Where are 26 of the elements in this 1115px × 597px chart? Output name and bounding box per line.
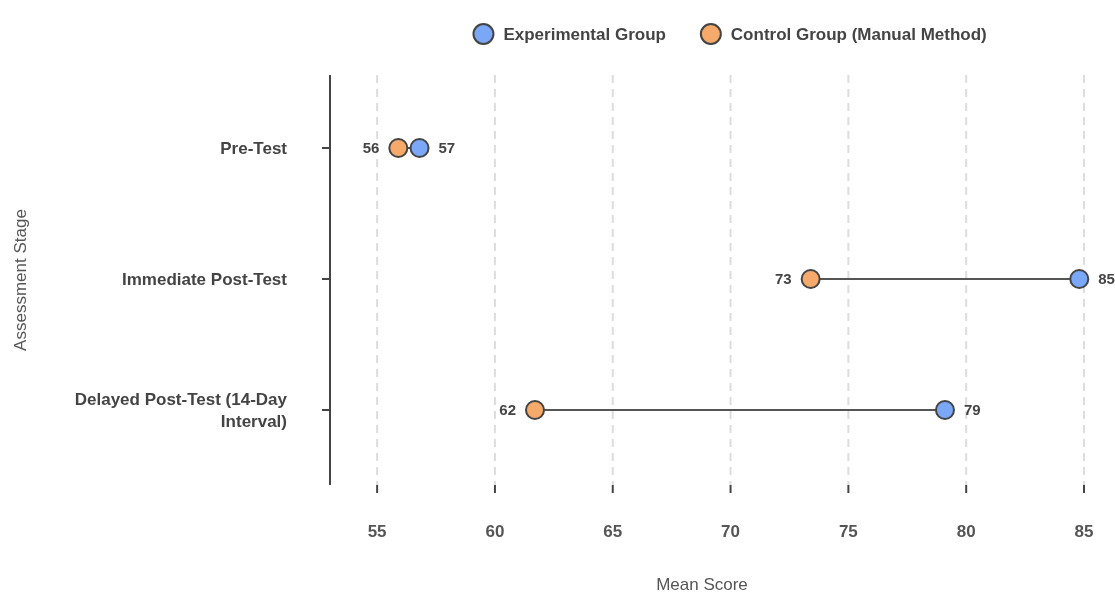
point	[1069, 269, 1090, 289]
point	[934, 400, 955, 420]
y-tick-label: Immediate Post-Test	[121, 269, 288, 289]
data-label: 79	[963, 401, 981, 419]
data-label: 57	[438, 139, 456, 157]
x-tick-label: 80	[956, 522, 976, 541]
x-tick-label: 60	[485, 522, 505, 541]
point	[800, 269, 821, 289]
point	[524, 400, 545, 420]
point	[409, 138, 430, 158]
x-tick-label: 70	[721, 522, 741, 541]
y-axis-title: Assessment Stage	[11, 209, 30, 351]
data-label: 73	[774, 270, 792, 288]
legend-label: Control Group (Manual Method)	[730, 24, 987, 44]
x-axis-title: Mean Score	[656, 575, 748, 594]
y-tick-label: Delayed Post-Test (14-Day Interval)	[74, 389, 288, 431]
x-tick-label: 65	[603, 522, 623, 541]
x-tick-label: 55	[367, 522, 387, 541]
data-label: 85	[1098, 270, 1115, 288]
x-tick-label: 75	[838, 522, 858, 541]
data-label: 62	[499, 401, 516, 419]
data-label: 56	[362, 139, 380, 157]
point	[388, 138, 409, 158]
legend-label: Experimental Group	[503, 24, 666, 44]
y-tick-label: Pre-Test	[220, 138, 288, 158]
x-tick-label: 85	[1074, 522, 1094, 541]
